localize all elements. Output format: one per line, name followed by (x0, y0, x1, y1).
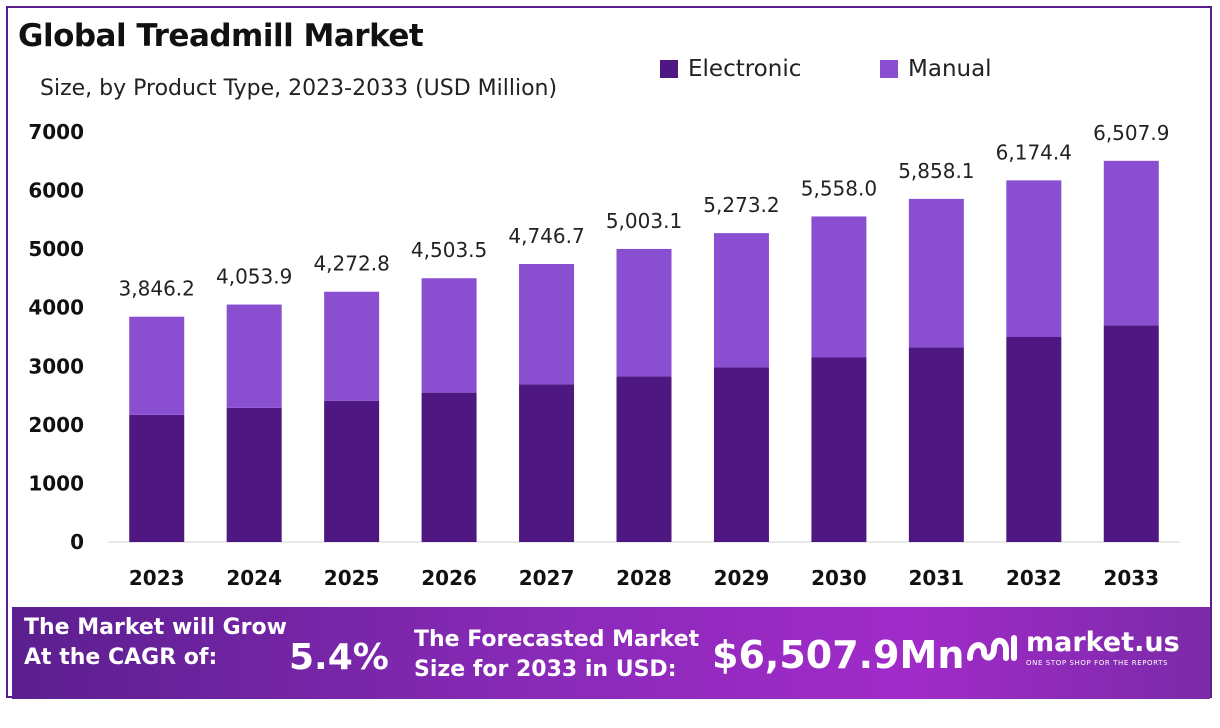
x-tick-label-2023: 2023 (129, 566, 185, 590)
data-label-2031: 5,858.1 (898, 159, 974, 183)
bar-electronic-2026 (421, 392, 477, 542)
y-tick-label: 7000 (28, 120, 84, 144)
brand-logo: market.us ONE STOP SHOP FOR THE REPORTS (964, 629, 1180, 667)
bar-manual-2025 (324, 291, 380, 401)
bar-electronic-2024 (226, 407, 282, 542)
bar-electronic-2025 (324, 400, 380, 542)
data-label-2027: 4,746.7 (508, 224, 584, 248)
chart-subtitle: Size, by Product Type, 2023-2033 (USD Mi… (40, 76, 558, 101)
data-label-2032: 6,174.4 (996, 140, 1072, 164)
data-label-2028: 5,003.1 (606, 209, 682, 233)
data-label-2030: 5,558.0 (801, 176, 877, 200)
bar-manual-2030 (811, 216, 867, 358)
summary-banner: The Market will Grow At the CAGR of: 5.4… (12, 607, 1210, 699)
y-tick-label: 1000 (28, 471, 84, 495)
x-tick-label-2032: 2032 (1006, 566, 1062, 590)
bar-electronic-2027 (519, 384, 575, 542)
bar-manual-2023 (129, 316, 185, 415)
data-label-2033: 6,507.9 (1093, 121, 1169, 145)
data-label-2026: 4,503.5 (411, 238, 487, 262)
y-tick-label: 2000 (28, 413, 84, 437)
x-tick-label-2030: 2030 (811, 566, 867, 590)
bar-manual-2026 (421, 278, 477, 393)
x-tick-label-2031: 2031 (909, 566, 965, 590)
y-tick-label: 6000 (28, 179, 84, 203)
data-label-2025: 4,272.8 (313, 252, 389, 276)
data-label-2029: 5,273.2 (703, 193, 779, 217)
bar-chart: 0 1000 2000 3000 4000 5000 6000 7000 3,846.2 2023… (28, 120, 1180, 590)
forecast-value: $6,507.9Mn (712, 633, 965, 677)
x-tick-label-2033: 2033 (1103, 566, 1159, 590)
legend-swatch-electronic (660, 60, 678, 78)
x-tick-label-2027: 2027 (519, 566, 575, 590)
bar-electronic-2033 (1103, 325, 1159, 542)
cagr-caption-line2: At the CAGR of: (24, 645, 218, 670)
legend-item-electronic: Electronic (660, 56, 801, 82)
bar-electronic-2030 (811, 357, 867, 542)
data-label-2023: 3,846.2 (119, 277, 195, 301)
legend-swatch-manual (880, 60, 898, 78)
data-label-2024: 4,053.9 (216, 265, 292, 289)
bar-manual-2027 (519, 263, 575, 385)
forecast-caption-line2: Size for 2033 in USD: (414, 657, 677, 682)
bar-manual-2031 (908, 198, 964, 348)
y-tick-label: 4000 (28, 296, 84, 320)
y-tick-label: 3000 (28, 354, 84, 378)
bar-electronic-2032 (1006, 337, 1062, 542)
x-tick-label-2024: 2024 (226, 566, 282, 590)
brand-tagline: ONE STOP SHOP FOR THE REPORTS (1026, 659, 1169, 667)
chart-title: Global Treadmill Market (18, 18, 424, 54)
bar-electronic-2023 (129, 414, 185, 542)
bar-electronic-2028 (616, 376, 672, 542)
legend-item-manual: Manual (880, 56, 992, 82)
y-tick-label: 5000 (28, 237, 84, 261)
cagr-value: 5.4% (289, 637, 389, 678)
forecast-caption-line1: The Forecasted Market (414, 627, 700, 652)
bar-electronic-2031 (908, 347, 964, 542)
bar-manual-2029 (713, 233, 769, 368)
bar-manual-2032 (1006, 180, 1062, 337)
legend-label-manual: Manual (908, 56, 992, 82)
brand-name: market.us (1026, 627, 1180, 658)
bar-electronic-2029 (713, 367, 769, 542)
x-tick-label-2029: 2029 (714, 566, 770, 590)
bar-manual-2028 (616, 248, 672, 377)
market-us-logo-icon (967, 635, 1017, 661)
cagr-caption-line1: The Market will Grow (24, 615, 287, 640)
x-tick-label-2026: 2026 (421, 566, 477, 590)
bar-manual-2024 (226, 304, 282, 408)
legend-label-electronic: Electronic (688, 56, 802, 82)
x-tick-label-2025: 2025 (324, 566, 380, 590)
x-tick-label-2028: 2028 (616, 566, 672, 590)
bar-manual-2033 (1103, 160, 1159, 326)
y-tick-label: 0 (70, 530, 84, 554)
